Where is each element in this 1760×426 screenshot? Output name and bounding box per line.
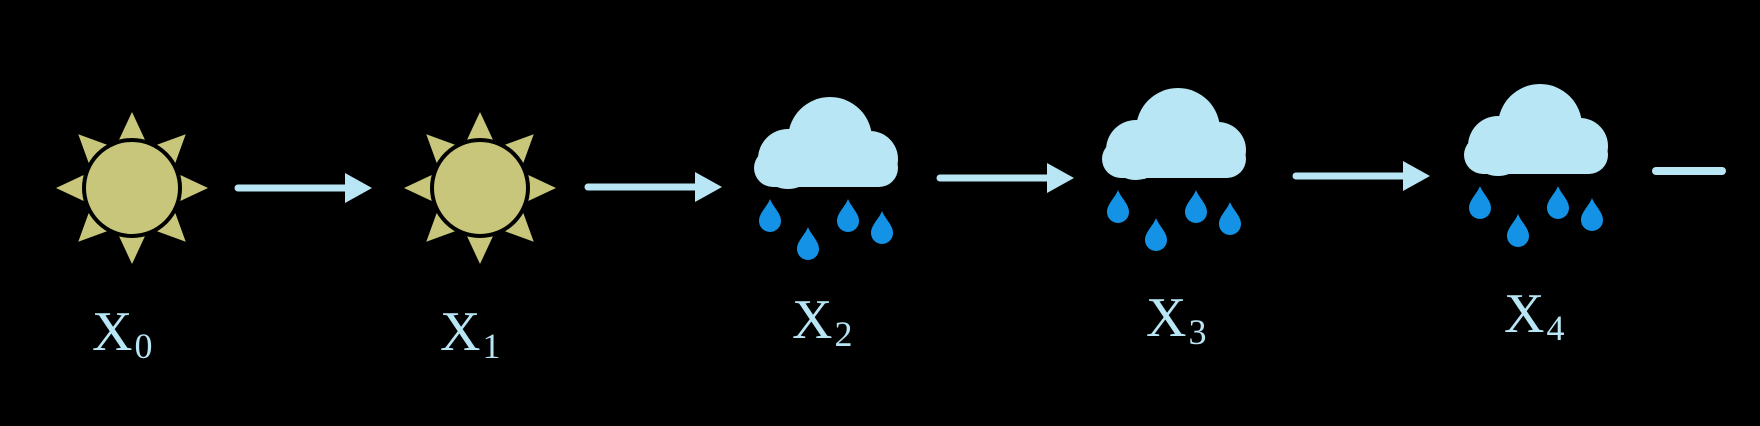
- raindrop-icon: [759, 199, 781, 232]
- state-label-2: X2: [792, 289, 852, 354]
- sun-ray: [56, 175, 84, 201]
- sun-disc: [430, 138, 530, 238]
- state-label-3: X3: [1146, 287, 1206, 352]
- state-label-4: X4: [1504, 283, 1564, 348]
- sun-ray: [528, 175, 556, 201]
- state-label-1: X1: [440, 301, 500, 366]
- sun-ray: [78, 134, 107, 163]
- state-4: X4: [1464, 84, 1608, 348]
- sun-ray: [426, 134, 455, 163]
- sun-ray: [119, 236, 145, 264]
- sun-rays: [56, 112, 208, 264]
- sun-ray: [426, 213, 455, 242]
- sun-icon: [404, 112, 556, 264]
- sun-ray: [505, 134, 534, 163]
- state-0: X0: [56, 112, 208, 366]
- sun-ray: [157, 134, 186, 163]
- raindrop-icon: [1185, 190, 1207, 223]
- sun-icon: [56, 112, 208, 264]
- sun-ray: [180, 175, 208, 201]
- raindrop-icon: [1469, 186, 1491, 219]
- sun-ray: [157, 213, 186, 242]
- rain-cloud-icon: [1464, 84, 1608, 247]
- rain-cloud-icon: [754, 97, 898, 260]
- raindrop-icon: [1145, 218, 1167, 251]
- raindrop-icon: [1581, 198, 1603, 231]
- raindrop-icon: [797, 227, 819, 260]
- cloud-puff-right: [842, 131, 898, 187]
- transition-arrow-1-2: [584, 172, 722, 202]
- cloud: [1102, 88, 1246, 180]
- sun-rays: [404, 112, 556, 264]
- raindrop-icon: [837, 199, 859, 232]
- cloud-puff-right: [1552, 118, 1608, 174]
- sun-ray: [119, 112, 145, 140]
- sun-ray: [467, 112, 493, 140]
- sun-disc: [82, 138, 182, 238]
- state-label-0: X0: [92, 301, 152, 366]
- state-2: X2: [754, 97, 898, 354]
- transition-arrow-0-1: [234, 173, 372, 203]
- cloud: [754, 97, 898, 189]
- raindrop-icon: [1547, 186, 1569, 219]
- raindrop-icon: [1107, 190, 1129, 223]
- raindrop-icon: [871, 211, 893, 244]
- cloud-puff-right: [1190, 122, 1246, 178]
- sun-ray: [404, 175, 432, 201]
- sun-ray: [505, 213, 534, 242]
- transition-arrow-2-3: [936, 163, 1074, 193]
- sun-ray: [78, 213, 107, 242]
- rain-cloud-icon: [1102, 88, 1246, 251]
- sun-ray: [467, 236, 493, 264]
- state-3: X3: [1102, 88, 1246, 352]
- cloud: [1464, 84, 1608, 176]
- state-1: X1: [404, 112, 556, 366]
- raindrop-icon: [1219, 202, 1241, 235]
- transition-arrow-3-4: [1292, 161, 1430, 191]
- raindrop-icon: [1507, 214, 1529, 247]
